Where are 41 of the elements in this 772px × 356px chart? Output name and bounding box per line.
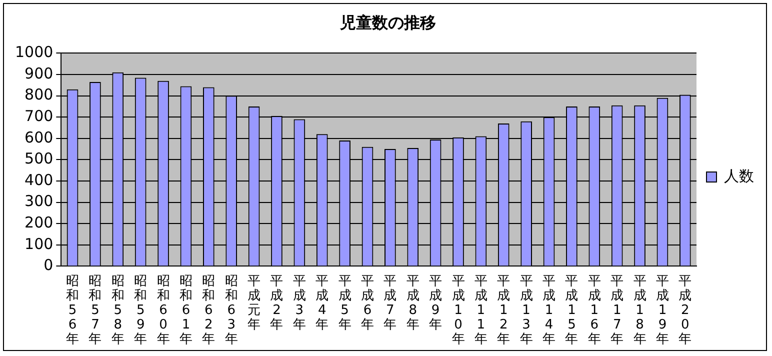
- x-tick-label: 昭和59年: [134, 274, 148, 348]
- x-tick-label: 平成16年: [588, 274, 601, 348]
- x-tick-label: 平成3年: [292, 274, 306, 333]
- x-tick-label: 平成20年: [678, 274, 692, 348]
- chart-title: 児童数の推移: [339, 12, 436, 32]
- x-tick-label: 昭和58年: [111, 274, 124, 348]
- x-tick-label: 昭和63年: [224, 274, 238, 348]
- x-tick-label: 平成4年: [316, 274, 329, 333]
- x-tick-label: 昭和61年: [179, 274, 192, 348]
- x-tick-label: 平成7年: [384, 274, 397, 333]
- x-tick-label: 平成19年: [656, 274, 669, 348]
- y-tick-label: 200: [24, 213, 54, 232]
- y-tick-label: 400: [24, 170, 54, 189]
- x-tick-label: 平成8年: [406, 274, 420, 333]
- x-tick-label: 平成9年: [429, 274, 442, 333]
- x-tick-label: 平成11年: [474, 274, 488, 348]
- x-tick-label: 昭和62年: [202, 274, 216, 348]
- y-tick-label: 100: [24, 234, 54, 253]
- y-tick-label: 1000: [14, 43, 54, 62]
- y-tick-label: 600: [24, 128, 54, 146]
- x-tick-label: 平成18年: [633, 274, 646, 348]
- y-tick-label: 0: [44, 256, 54, 274]
- y-tick-label: 300: [24, 192, 54, 210]
- x-tick-label: 平成6年: [360, 274, 374, 333]
- x-tick-label: 平成10年: [452, 274, 465, 348]
- x-tick-label: 平成12年: [497, 274, 510, 348]
- x-tick-label: 昭和56年: [66, 274, 80, 348]
- x-tick-label: 昭和60年: [156, 274, 170, 348]
- y-tick-label: 500: [24, 150, 54, 168]
- x-tick-label: 平成15年: [565, 274, 578, 348]
- legend-label: 人数: [724, 166, 754, 185]
- x-tick-label: 平成14年: [542, 274, 556, 348]
- x-tick-label: 平成元年: [248, 274, 261, 333]
- x-tick-label: 昭和57年: [88, 274, 102, 348]
- x-tick-label: 平成2年: [270, 274, 284, 333]
- y-tick-label: 800: [24, 86, 54, 104]
- x-tick-label: 平成5年: [338, 274, 352, 333]
- y-tick-label: 700: [24, 106, 54, 125]
- x-tick-label: 平成13年: [520, 274, 533, 348]
- x-tick-label: 平成17年: [610, 274, 624, 348]
- y-tick-label: 900: [24, 64, 54, 82]
